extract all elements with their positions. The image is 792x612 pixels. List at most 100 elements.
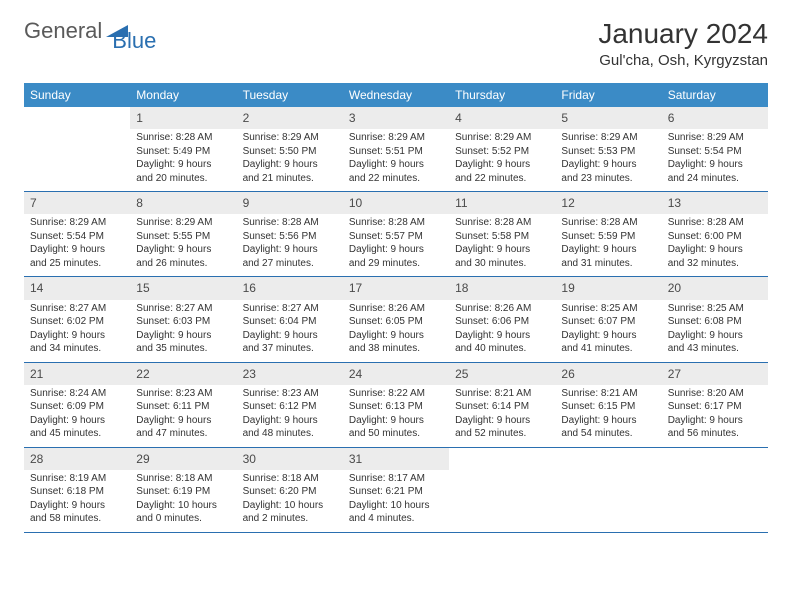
daylight-text: Daylight: 9 hours and 24 minutes. xyxy=(668,158,762,185)
sunrise-text: Sunrise: 8:22 AM xyxy=(349,387,443,401)
daylight-text: Daylight: 9 hours and 34 minutes. xyxy=(30,329,124,356)
sunrise-text: Sunrise: 8:29 AM xyxy=(455,131,549,145)
sunrise-text: Sunrise: 8:27 AM xyxy=(136,302,230,316)
day-cell: 19Sunrise: 8:25 AMSunset: 6:07 PMDayligh… xyxy=(555,277,661,361)
day-cell: 15Sunrise: 8:27 AMSunset: 6:03 PMDayligh… xyxy=(130,277,236,361)
day-body: Sunrise: 8:18 AMSunset: 6:19 PMDaylight:… xyxy=(130,470,236,532)
day-body: Sunrise: 8:29 AMSunset: 5:54 PMDaylight:… xyxy=(24,214,130,276)
day-cell: 20Sunrise: 8:25 AMSunset: 6:08 PMDayligh… xyxy=(662,277,768,361)
sunset-text: Sunset: 6:05 PM xyxy=(349,315,443,329)
sunset-text: Sunset: 6:07 PM xyxy=(561,315,655,329)
day-cell: 13Sunrise: 8:28 AMSunset: 6:00 PMDayligh… xyxy=(662,192,768,276)
day-number: 8 xyxy=(130,192,236,214)
day-body: Sunrise: 8:21 AMSunset: 6:14 PMDaylight:… xyxy=(449,385,555,447)
dow-cell: Tuesday xyxy=(237,83,343,107)
sunrise-text: Sunrise: 8:27 AM xyxy=(243,302,337,316)
sunset-text: Sunset: 6:09 PM xyxy=(30,400,124,414)
day-body: Sunrise: 8:28 AMSunset: 5:59 PMDaylight:… xyxy=(555,214,661,276)
daylight-text: Daylight: 9 hours and 35 minutes. xyxy=(136,329,230,356)
day-cell: 6Sunrise: 8:29 AMSunset: 5:54 PMDaylight… xyxy=(662,107,768,191)
day-cell: 3Sunrise: 8:29 AMSunset: 5:51 PMDaylight… xyxy=(343,107,449,191)
day-cell: 8Sunrise: 8:29 AMSunset: 5:55 PMDaylight… xyxy=(130,192,236,276)
dow-cell: Thursday xyxy=(449,83,555,107)
sunset-text: Sunset: 6:15 PM xyxy=(561,400,655,414)
sunset-text: Sunset: 5:54 PM xyxy=(30,230,124,244)
sunrise-text: Sunrise: 8:23 AM xyxy=(136,387,230,401)
day-cell: 1Sunrise: 8:28 AMSunset: 5:49 PMDaylight… xyxy=(130,107,236,191)
day-body: Sunrise: 8:27 AMSunset: 6:04 PMDaylight:… xyxy=(237,300,343,362)
daylight-text: Daylight: 9 hours and 48 minutes. xyxy=(243,414,337,441)
day-body: Sunrise: 8:25 AMSunset: 6:08 PMDaylight:… xyxy=(662,300,768,362)
day-cell: . xyxy=(662,448,768,532)
daylight-text: Daylight: 10 hours and 0 minutes. xyxy=(136,499,230,526)
day-cell: 28Sunrise: 8:19 AMSunset: 6:18 PMDayligh… xyxy=(24,448,130,532)
sunset-text: Sunset: 5:51 PM xyxy=(349,145,443,159)
day-cell: 29Sunrise: 8:18 AMSunset: 6:19 PMDayligh… xyxy=(130,448,236,532)
daylight-text: Daylight: 9 hours and 30 minutes. xyxy=(455,243,549,270)
sunrise-text: Sunrise: 8:29 AM xyxy=(243,131,337,145)
day-number: 26 xyxy=(555,363,661,385)
day-number: 22 xyxy=(130,363,236,385)
day-cell: 14Sunrise: 8:27 AMSunset: 6:02 PMDayligh… xyxy=(24,277,130,361)
day-cell: . xyxy=(449,448,555,532)
day-number: 28 xyxy=(24,448,130,470)
day-of-week-header-row: SundayMondayTuesdayWednesdayThursdayFrid… xyxy=(24,83,768,107)
daylight-text: Daylight: 9 hours and 50 minutes. xyxy=(349,414,443,441)
day-body: Sunrise: 8:29 AMSunset: 5:53 PMDaylight:… xyxy=(555,129,661,191)
daylight-text: Daylight: 9 hours and 31 minutes. xyxy=(561,243,655,270)
day-cell: 7Sunrise: 8:29 AMSunset: 5:54 PMDaylight… xyxy=(24,192,130,276)
week-row: .1Sunrise: 8:28 AMSunset: 5:49 PMDayligh… xyxy=(24,107,768,192)
sunrise-text: Sunrise: 8:29 AM xyxy=(30,216,124,230)
sunrise-text: Sunrise: 8:28 AM xyxy=(243,216,337,230)
day-body: Sunrise: 8:17 AMSunset: 6:21 PMDaylight:… xyxy=(343,470,449,532)
day-body: Sunrise: 8:29 AMSunset: 5:52 PMDaylight:… xyxy=(449,129,555,191)
day-number: 5 xyxy=(555,107,661,129)
sunrise-text: Sunrise: 8:25 AM xyxy=(668,302,762,316)
sunset-text: Sunset: 6:12 PM xyxy=(243,400,337,414)
sunset-text: Sunset: 6:02 PM xyxy=(30,315,124,329)
sunrise-text: Sunrise: 8:21 AM xyxy=(455,387,549,401)
day-number: 3 xyxy=(343,107,449,129)
sunset-text: Sunset: 5:57 PM xyxy=(349,230,443,244)
sunrise-text: Sunrise: 8:29 AM xyxy=(349,131,443,145)
day-cell: 17Sunrise: 8:26 AMSunset: 6:05 PMDayligh… xyxy=(343,277,449,361)
daylight-text: Daylight: 9 hours and 25 minutes. xyxy=(30,243,124,270)
sunrise-text: Sunrise: 8:23 AM xyxy=(243,387,337,401)
day-cell: . xyxy=(24,107,130,191)
daylight-text: Daylight: 9 hours and 27 minutes. xyxy=(243,243,337,270)
day-number: 18 xyxy=(449,277,555,299)
calendar: SundayMondayTuesdayWednesdayThursdayFrid… xyxy=(24,83,768,533)
day-number: 15 xyxy=(130,277,236,299)
day-body: Sunrise: 8:29 AMSunset: 5:50 PMDaylight:… xyxy=(237,129,343,191)
day-cell: 22Sunrise: 8:23 AMSunset: 6:11 PMDayligh… xyxy=(130,363,236,447)
daylight-text: Daylight: 9 hours and 32 minutes. xyxy=(668,243,762,270)
daylight-text: Daylight: 9 hours and 52 minutes. xyxy=(455,414,549,441)
day-body: Sunrise: 8:23 AMSunset: 6:11 PMDaylight:… xyxy=(130,385,236,447)
sunrise-text: Sunrise: 8:28 AM xyxy=(349,216,443,230)
day-body: Sunrise: 8:22 AMSunset: 6:13 PMDaylight:… xyxy=(343,385,449,447)
sunrise-text: Sunrise: 8:21 AM xyxy=(561,387,655,401)
day-number: 27 xyxy=(662,363,768,385)
dow-cell: Saturday xyxy=(662,83,768,107)
sunset-text: Sunset: 5:54 PM xyxy=(668,145,762,159)
sunrise-text: Sunrise: 8:29 AM xyxy=(668,131,762,145)
day-cell: 10Sunrise: 8:28 AMSunset: 5:57 PMDayligh… xyxy=(343,192,449,276)
day-body: Sunrise: 8:25 AMSunset: 6:07 PMDaylight:… xyxy=(555,300,661,362)
dow-cell: Monday xyxy=(130,83,236,107)
day-number: 17 xyxy=(343,277,449,299)
day-cell: 26Sunrise: 8:21 AMSunset: 6:15 PMDayligh… xyxy=(555,363,661,447)
day-cell: 30Sunrise: 8:18 AMSunset: 6:20 PMDayligh… xyxy=(237,448,343,532)
sunrise-text: Sunrise: 8:28 AM xyxy=(136,131,230,145)
day-number: 7 xyxy=(24,192,130,214)
day-number: 21 xyxy=(24,363,130,385)
sunset-text: Sunset: 6:18 PM xyxy=(30,485,124,499)
logo-text-blue: Blue xyxy=(112,28,156,54)
sunrise-text: Sunrise: 8:20 AM xyxy=(668,387,762,401)
day-body: Sunrise: 8:27 AMSunset: 6:03 PMDaylight:… xyxy=(130,300,236,362)
day-number: 4 xyxy=(449,107,555,129)
sunrise-text: Sunrise: 8:18 AM xyxy=(243,472,337,486)
day-body: Sunrise: 8:24 AMSunset: 6:09 PMDaylight:… xyxy=(24,385,130,447)
day-number: 9 xyxy=(237,192,343,214)
sunrise-text: Sunrise: 8:27 AM xyxy=(30,302,124,316)
sunset-text: Sunset: 6:08 PM xyxy=(668,315,762,329)
